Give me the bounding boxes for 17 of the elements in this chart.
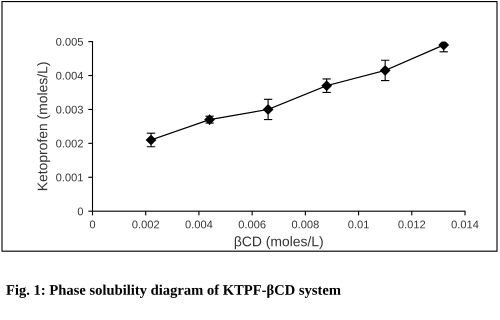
y-tick-label: 0.002 bbox=[56, 140, 83, 148]
caption: Fig. 1: Phase solubility diagram of KTPF-βCD system bbox=[6, 284, 341, 298]
y-tick-label: 0.003 bbox=[56, 106, 83, 114]
y-tick-label: 0.001 bbox=[56, 174, 83, 182]
x-tick-label: 0.014 bbox=[452, 220, 479, 228]
x-axis-title: βCD (moles/L) bbox=[234, 236, 323, 250]
y-tick-label: 0 bbox=[78, 207, 84, 216]
x-tick-label: 0.01 bbox=[348, 220, 369, 228]
x-tick-label: 0.004 bbox=[185, 220, 213, 228]
x-tick-label: 0 bbox=[90, 220, 96, 228]
y-axis-title: Ketoprofen (moles/L) bbox=[37, 62, 50, 190]
x-tick-label: 0.008 bbox=[292, 220, 319, 228]
y-tick-label: 0.004 bbox=[56, 72, 84, 80]
x-tick-label: 0.002 bbox=[132, 220, 160, 228]
y-tick-label: 0.005 bbox=[56, 38, 84, 46]
x-tick-label: 0.006 bbox=[238, 220, 266, 228]
x-tick-label: 0.012 bbox=[398, 220, 426, 228]
